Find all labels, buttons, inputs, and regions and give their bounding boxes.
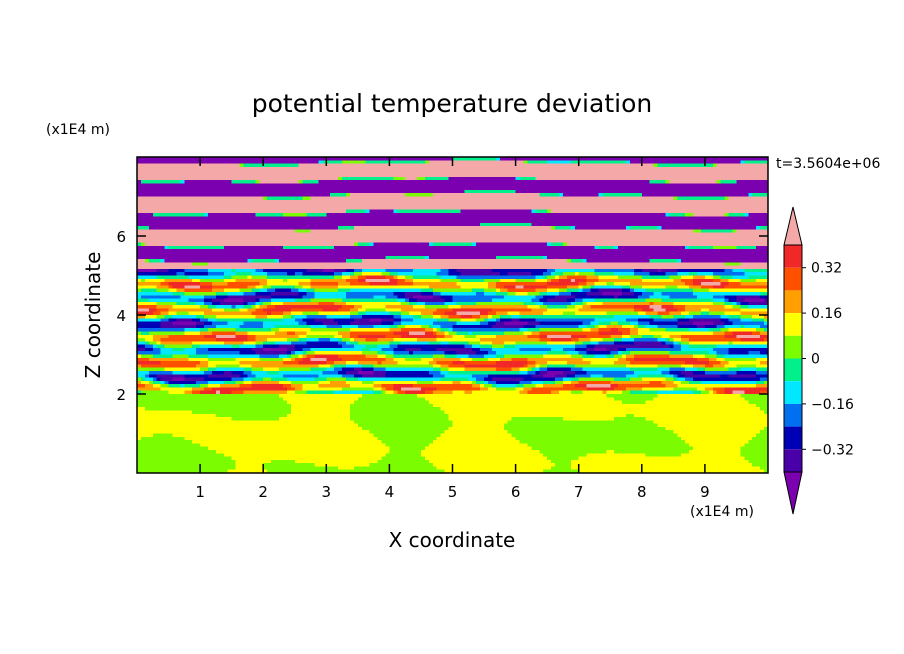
- colorbar-extend-high: [783, 206, 803, 246]
- colorbar-swatch: [784, 449, 802, 472]
- contour-field: [137, 157, 768, 473]
- colorbar-label: 0.16: [811, 306, 842, 322]
- x-tick-label: 5: [448, 483, 458, 501]
- y-tick-label: 6: [116, 228, 126, 246]
- y-tick-label: 2: [116, 386, 126, 404]
- x-tick-label: 8: [637, 483, 647, 501]
- x-tick-label: 3: [322, 483, 332, 501]
- y-tick-label: 4: [116, 307, 126, 325]
- colorbar-swatch: [784, 381, 802, 404]
- colorbar-label: −0.16: [811, 397, 854, 413]
- colorbar-extend-low: [783, 471, 803, 515]
- x-tick-label: 6: [511, 483, 521, 501]
- colorbar: 0.32 0.16 0 −0.16 −0.32: [783, 206, 854, 515]
- x-tick-label: 7: [574, 483, 584, 501]
- x-axis-label: X coordinate: [389, 528, 516, 552]
- colorbar-swatch: [784, 267, 802, 291]
- colorbar-swatch: [784, 426, 802, 450]
- colorbar-swatch: [784, 358, 802, 382]
- colorbar-swatch: [784, 335, 802, 359]
- colorbar-swatch: [784, 290, 802, 314]
- contour-raster: [137, 157, 768, 473]
- colorbar-swatch: [784, 313, 802, 336]
- colorbar-label: 0: [811, 352, 820, 368]
- colorbar-label: 0.32: [811, 261, 842, 277]
- x-axis: 1 2 3 4 5 6 7 8 9: [195, 157, 710, 501]
- y-axis-label: Z coordinate: [81, 252, 105, 379]
- time-label: t=3.5604e+06: [776, 156, 880, 172]
- x-tick-label: 4: [385, 483, 395, 501]
- x-tick-label: 1: [195, 483, 205, 501]
- chart-title: potential temperature deviation: [252, 89, 652, 118]
- x-tick-label: 9: [700, 483, 710, 501]
- x-unit-label: (x1E4 m): [690, 504, 754, 520]
- y-axis: 2 4 6: [116, 228, 768, 404]
- colorbar-swatch: [784, 245, 802, 268]
- y-unit-label: (x1E4 m): [46, 122, 110, 138]
- x-tick-label: 2: [258, 483, 268, 501]
- colorbar-label: −0.32: [811, 442, 854, 458]
- colorbar-swatch: [784, 403, 802, 427]
